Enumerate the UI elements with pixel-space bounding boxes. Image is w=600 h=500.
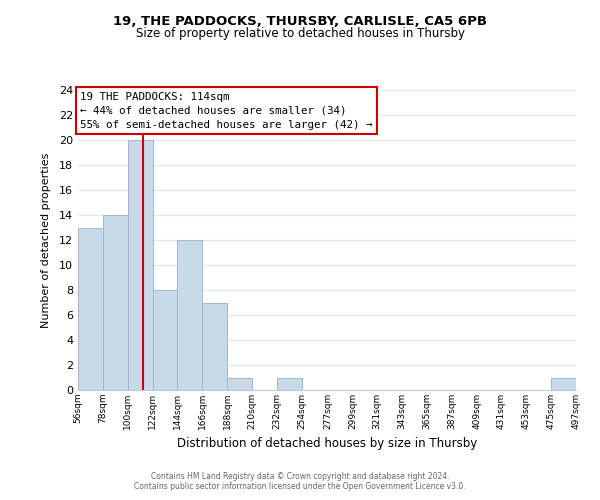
Bar <box>277 378 302 390</box>
Bar <box>551 378 576 390</box>
Text: Contains public sector information licensed under the Open Government Licence v3: Contains public sector information licen… <box>134 482 466 491</box>
Bar <box>152 290 178 390</box>
Text: 19 THE PADDOCKS: 114sqm
← 44% of detached houses are smaller (34)
55% of semi-de: 19 THE PADDOCKS: 114sqm ← 44% of detache… <box>80 92 373 130</box>
Text: Contains HM Land Registry data © Crown copyright and database right 2024.: Contains HM Land Registry data © Crown c… <box>151 472 449 481</box>
X-axis label: Distribution of detached houses by size in Thursby: Distribution of detached houses by size … <box>177 438 477 450</box>
Bar <box>128 140 152 390</box>
Bar <box>103 215 128 390</box>
Bar <box>227 378 252 390</box>
Bar <box>78 228 103 390</box>
Y-axis label: Number of detached properties: Number of detached properties <box>41 152 50 328</box>
Bar <box>202 302 227 390</box>
Bar <box>178 240 202 390</box>
Text: 19, THE PADDOCKS, THURSBY, CARLISLE, CA5 6PB: 19, THE PADDOCKS, THURSBY, CARLISLE, CA5… <box>113 15 487 28</box>
Text: Size of property relative to detached houses in Thursby: Size of property relative to detached ho… <box>136 28 464 40</box>
